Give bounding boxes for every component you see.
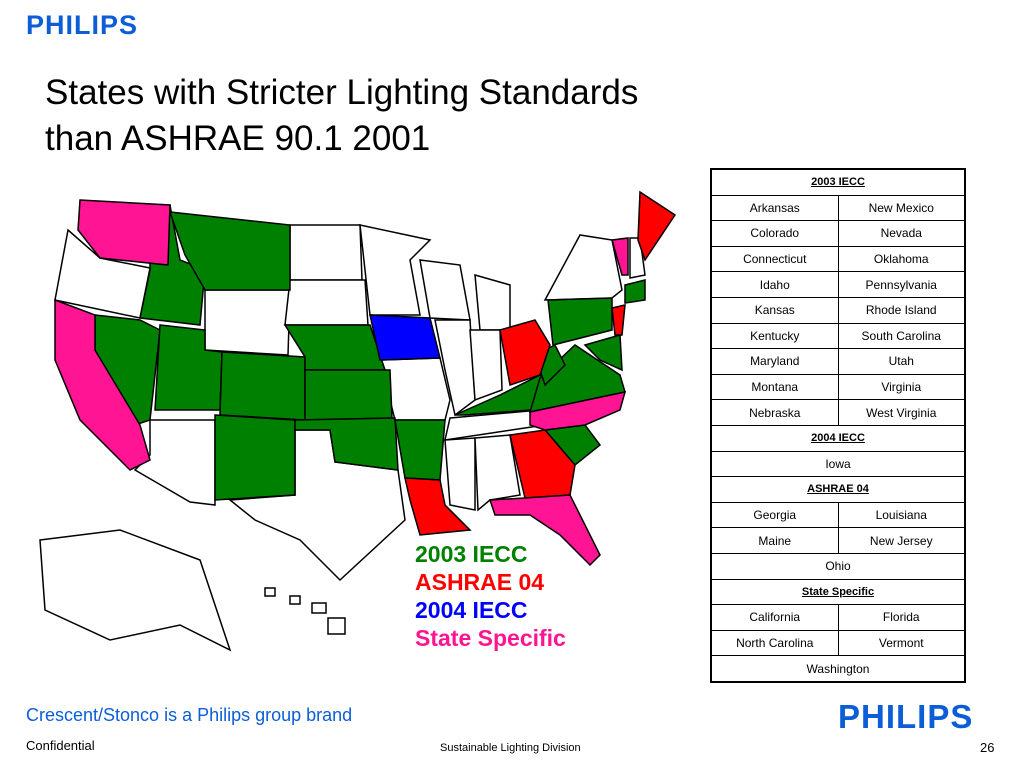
state-cell: Maine [710, 527, 839, 554]
state-cell: Pennsylvania [837, 271, 966, 298]
state-cell: Idaho [710, 271, 839, 298]
table-row: Ohio [710, 552, 966, 580]
state-cell: Vermont [837, 629, 966, 657]
state-cell: Georgia [710, 501, 839, 529]
table-row: Kansas Rhode Island [710, 296, 966, 324]
brand-line: Crescent/Stonco is a Philips group brand [26, 705, 353, 725]
table-row: Kentucky South Carolina [710, 322, 966, 350]
state-cell: California [710, 604, 839, 631]
table-row: State Specific [710, 578, 966, 606]
section-heading: 2003 IECC [710, 168, 966, 196]
table-row: Montana Virginia [710, 373, 966, 401]
state-cell: Florida [837, 604, 966, 631]
table-row: Connecticut Oklahoma [710, 245, 966, 273]
table-row: ASHRAE 04 [710, 476, 966, 503]
state-cell: Connecticut [710, 245, 839, 273]
state-cell: Kentucky [710, 322, 839, 350]
title-line: States with Stricter Lighting Standards [45, 73, 639, 112]
state-cell: New Mexico [837, 194, 966, 222]
state-cell: Nevada [837, 220, 966, 247]
footer-logo: PHILIPS [838, 698, 974, 735]
footer-center: Sustainable Lighting Division [440, 742, 581, 754]
table-row: Colorado Nevada [710, 220, 966, 247]
table-row: Arkansas New Mexico [710, 194, 966, 222]
us-map [39, 190, 677, 652]
state-cell: Maryland [710, 348, 839, 375]
table-row: 2003 IECC [710, 168, 966, 196]
table-row: Iowa [710, 450, 966, 478]
table-row: Georgia Louisiana [710, 501, 966, 529]
table-row: Idaho Pennsylvania [710, 271, 966, 298]
state-cell: Louisiana [837, 501, 966, 529]
state-cell: New Jersey [837, 527, 966, 554]
header-logo: PHILIPS [26, 10, 139, 40]
state-cell: Kansas [710, 296, 839, 324]
legend-item: 2004 IECC [415, 597, 528, 623]
state-cell: Nebraska [710, 399, 839, 426]
table-row: North Carolina Vermont [710, 629, 966, 657]
page-number: 26 [980, 740, 995, 755]
table-row: Nebraska West Virginia [710, 399, 966, 426]
title-line: than ASHRAE 90.1 2001 [45, 119, 431, 158]
table-row: California Florida [710, 604, 966, 631]
section-heading: ASHRAE 04 [710, 476, 966, 503]
table-row: Washington [710, 655, 966, 683]
state-cell: Arkansas [710, 194, 839, 222]
state-cell: North Carolina [710, 629, 839, 657]
slide-title: States with Stricter Lighting Standards … [45, 70, 638, 162]
footer-left: Confidential [26, 738, 95, 753]
state-cell: Utah [837, 348, 966, 375]
legend-item: ASHRAE 04 [415, 569, 545, 595]
state-cell: Iowa [710, 450, 966, 478]
state-cell: Colorado [710, 220, 839, 247]
legend-item: 2003 IECC [415, 541, 528, 567]
state-cell: Oklahoma [837, 245, 966, 273]
state-cell: West Virginia [837, 399, 966, 426]
state-cell: Washington [710, 655, 966, 683]
section-heading: State Specific [710, 578, 966, 606]
legend-item: State Specific [415, 625, 566, 651]
state-cell: Ohio [710, 552, 966, 580]
section-heading: 2004 IECC [710, 424, 966, 452]
table-row: 2004 IECC [710, 424, 966, 452]
state-cell: South Carolina [837, 322, 966, 350]
state-cell: Virginia [837, 373, 966, 401]
state-table: 2003 IECC Arkansas New Mexico Colorado Nevad… [710, 168, 966, 683]
state-cell: Montana [710, 373, 839, 401]
state-cell: Rhode Island [837, 296, 966, 324]
table-row: Maryland Utah [710, 348, 966, 375]
table-row: Maine New Jersey [710, 527, 966, 554]
